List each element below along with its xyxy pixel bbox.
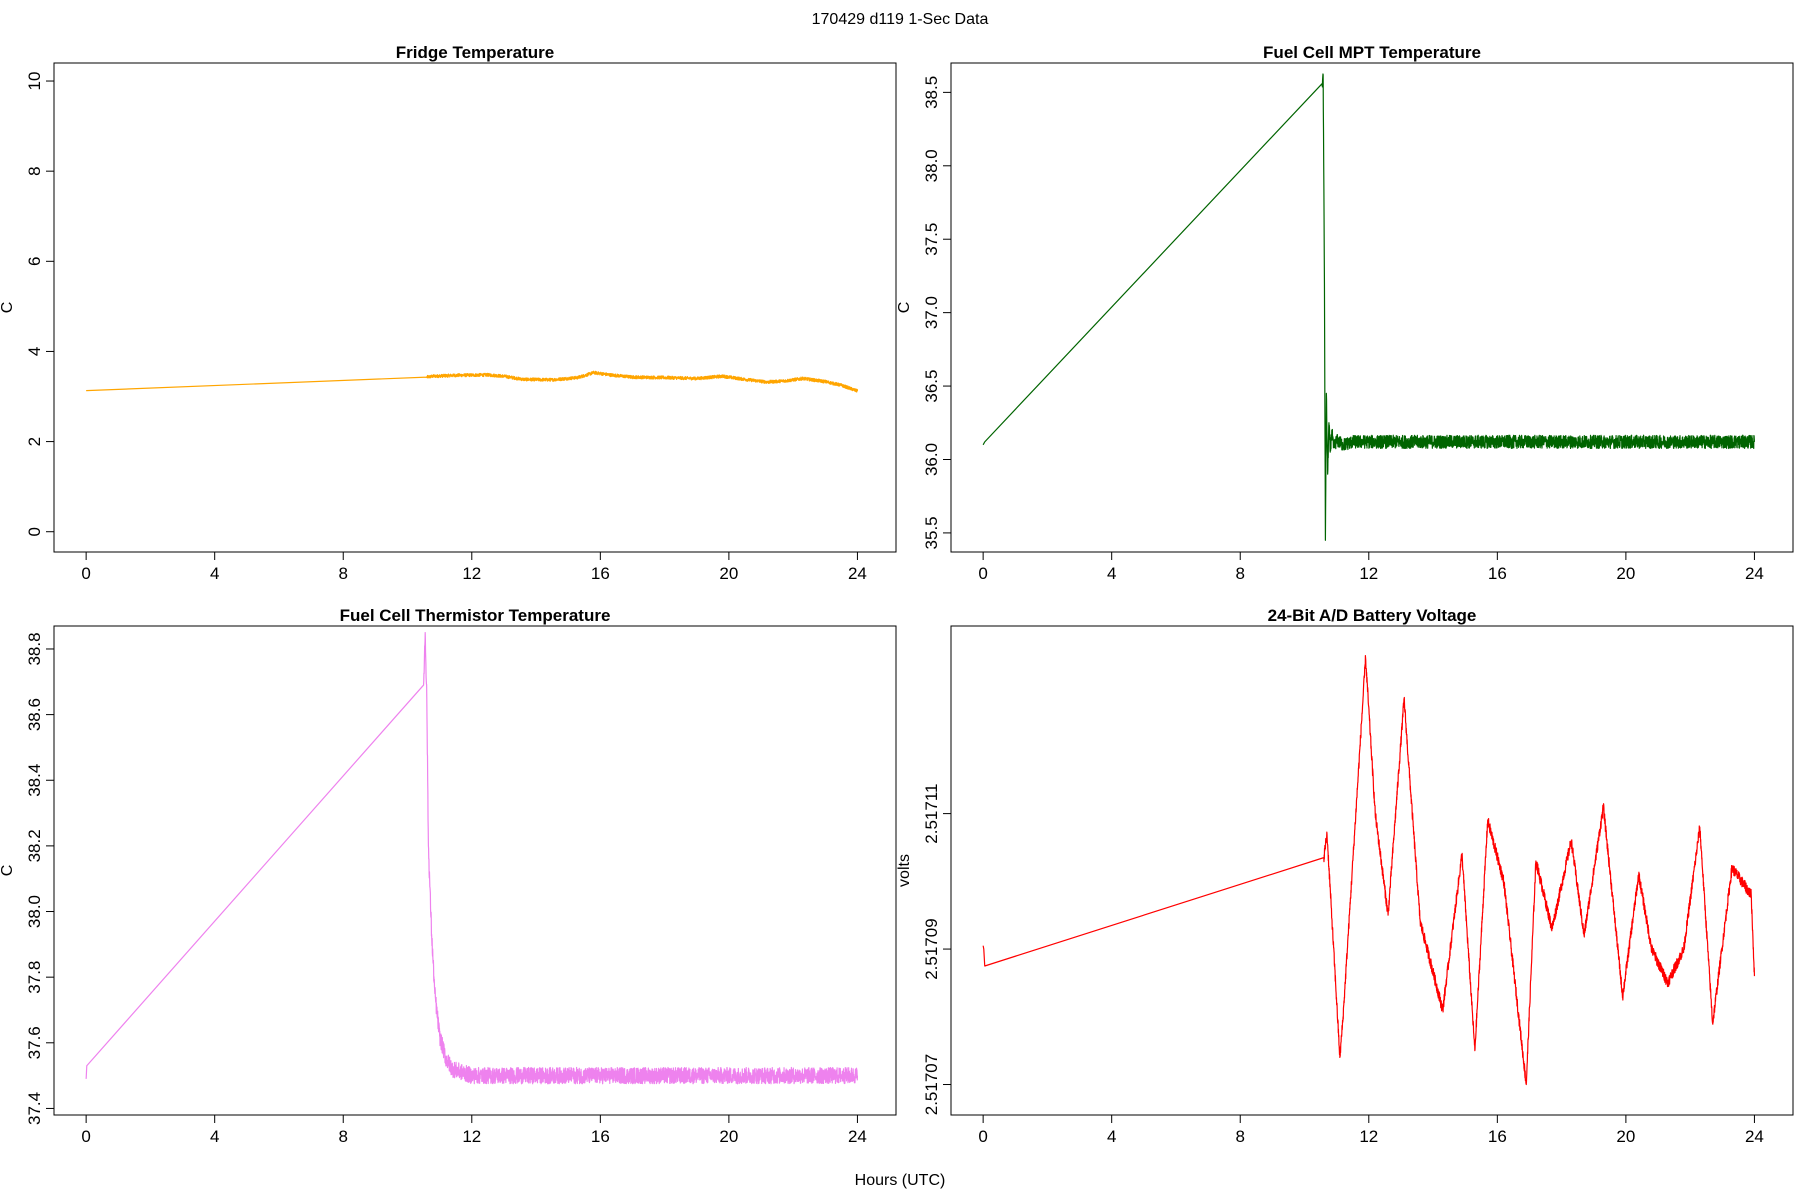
x-tick-label: 16 xyxy=(1488,1127,1507,1146)
y-tick-label: 37.8 xyxy=(25,961,44,994)
y-tick-label: 4 xyxy=(25,347,44,356)
y-tick-label: 37.0 xyxy=(922,296,941,329)
series-line xyxy=(982,73,1756,541)
x-tick-label: 20 xyxy=(719,564,738,583)
x-tick-label: 20 xyxy=(1616,1127,1635,1146)
chart-panel-3: Fuel Cell Thermistor Temperature C 0 4 8 12 16… xyxy=(0,606,897,1146)
x-tick-label: 8 xyxy=(1236,564,1245,583)
y-axis-label: C xyxy=(896,302,913,314)
y-tick-label: 38.8 xyxy=(25,632,44,665)
series-line xyxy=(982,655,1756,1086)
x-tick-label: 24 xyxy=(848,564,867,583)
y-tick-label: 0 xyxy=(25,527,44,536)
x-tick-label: 20 xyxy=(1616,564,1635,583)
y-tick-label: 37.5 xyxy=(922,223,941,256)
y-tick-label: 38.2 xyxy=(25,829,44,862)
y-axis-label: C xyxy=(0,865,16,877)
panel-title: Fuel Cell Thermistor Temperature xyxy=(340,606,611,625)
panel-title: Fridge Temperature xyxy=(396,43,554,62)
x-tick-label: 12 xyxy=(1359,1127,1378,1146)
x-tick-label: 24 xyxy=(848,1127,867,1146)
x-tick-label: 24 xyxy=(1745,564,1764,583)
x-tick-label: 16 xyxy=(591,1127,610,1146)
x-tick-label: 0 xyxy=(978,1127,987,1146)
x-tick-label: 24 xyxy=(1745,1127,1764,1146)
y-tick-label: 10 xyxy=(25,72,44,91)
x-tick-label: 20 xyxy=(719,1127,738,1146)
x-tick-label: 4 xyxy=(1107,1127,1116,1146)
panel-title: 24-Bit A/D Battery Voltage xyxy=(1268,606,1477,625)
y-tick-label: 8 xyxy=(25,166,44,175)
x-tick-label: 16 xyxy=(591,564,610,583)
y-tick-label: 35.5 xyxy=(922,516,941,549)
x-tick-label: 0 xyxy=(978,564,987,583)
x-tick-label: 4 xyxy=(210,564,219,583)
chart-panel-4: 24-Bit A/D Battery Voltage volts 0 4 8 12 16 20… xyxy=(896,606,1794,1146)
series-line xyxy=(85,631,859,1085)
y-tick-label: 36.0 xyxy=(922,443,941,476)
plot-frame xyxy=(950,62,1794,553)
series-line xyxy=(86,370,859,393)
panel-title: Fuel Cell MPT Temperature xyxy=(1263,43,1481,62)
y-tick-label: 2 xyxy=(25,437,44,446)
x-tick-label: 0 xyxy=(81,1127,90,1146)
x-tick-label: 8 xyxy=(339,564,348,583)
y-tick-label: 38.0 xyxy=(922,149,941,182)
x-tick-label: 16 xyxy=(1488,564,1507,583)
x-tick-label: 8 xyxy=(339,1127,348,1146)
y-tick-label: 2.51711 xyxy=(922,784,941,844)
x-tick-label: 12 xyxy=(462,564,481,583)
y-axis-label: volts xyxy=(896,854,913,887)
x-tick-label: 4 xyxy=(210,1127,219,1146)
chart-panel-2: Fuel Cell MPT Temperature C 0 4 8 12 16 20 24 35.… xyxy=(896,43,1794,583)
x-tick-label: 12 xyxy=(462,1127,481,1146)
figure-x-axis-label: Hours (UTC) xyxy=(855,1172,946,1189)
x-tick-label: 12 xyxy=(1359,564,1378,583)
x-tick-label: 4 xyxy=(1107,564,1116,583)
y-tick-label: 38.5 xyxy=(922,76,941,109)
y-tick-label: 2.51707 xyxy=(922,1054,941,1115)
y-tick-label: 6 xyxy=(25,257,44,266)
plot-frame xyxy=(950,625,1794,1116)
y-tick-label: 2.51709 xyxy=(922,918,941,979)
y-tick-label: 36.5 xyxy=(922,370,941,403)
x-tick-label: 0 xyxy=(81,564,90,583)
plot-frame xyxy=(53,62,897,553)
y-axis-label: C xyxy=(0,302,16,314)
y-tick-label: 38.0 xyxy=(25,895,44,928)
plot-frame xyxy=(53,625,897,1116)
y-tick-label: 38.4 xyxy=(25,764,44,797)
y-tick-label: 38.6 xyxy=(25,698,44,731)
x-tick-label: 8 xyxy=(1236,1127,1245,1146)
y-tick-label: 37.6 xyxy=(25,1026,44,1059)
figure-title: 170429 d119 1-Sec Data xyxy=(812,11,989,28)
y-tick-label: 37.4 xyxy=(25,1092,44,1125)
